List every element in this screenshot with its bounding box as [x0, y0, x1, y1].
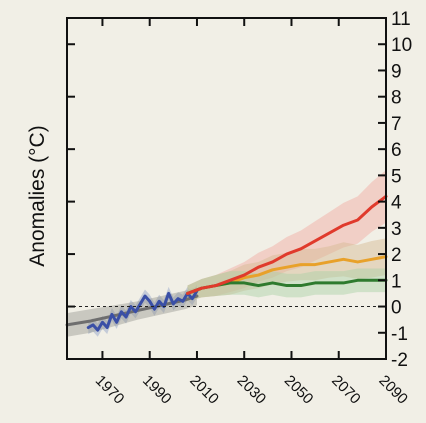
x-tick-label: 1970 — [92, 372, 128, 408]
y-tick-label: -2 — [391, 350, 408, 371]
y-axis-ticks: -2 -1 0 1 2 3 4 5 6 7 8 9 10 11 — [67, 9, 412, 371]
series-line-1 — [86, 289, 199, 332]
y-tick-label: 4 — [391, 193, 402, 214]
x-tick-label: 2010 — [186, 372, 222, 408]
series-band-4 — [187, 238, 386, 302]
x-tick-label: 2050 — [281, 372, 317, 408]
y-axis-label: Anomalies (°C) — [26, 125, 49, 266]
series-lines — [65, 194, 388, 332]
y-tick-label: 11 — [391, 9, 411, 30]
y-tick-label: 1 — [391, 271, 402, 292]
y-tick-label: 2 — [391, 245, 402, 266]
plot-frame — [66, 17, 387, 360]
y-tick-label: 9 — [391, 61, 402, 82]
series-band-3 — [187, 170, 386, 302]
x-tick-label: 2030 — [234, 372, 270, 408]
y-tick-label: 7 — [391, 114, 402, 135]
y-tick-label: 10 — [391, 35, 412, 56]
y-tick-label: 8 — [391, 88, 402, 109]
x-tick-label: 2090 — [375, 372, 411, 408]
y-tick-label: 0 — [391, 298, 402, 319]
y-tick-label: 6 — [391, 140, 402, 161]
y-tick-label: 3 — [391, 219, 402, 240]
series-line-3 — [186, 194, 388, 295]
x-tick-label: 2070 — [328, 372, 364, 408]
uncertainty-bands — [67, 170, 386, 337]
x-tick-label: 1990 — [139, 372, 175, 408]
y-tick-label: -1 — [391, 324, 408, 345]
y-tick-label: 5 — [391, 166, 402, 187]
